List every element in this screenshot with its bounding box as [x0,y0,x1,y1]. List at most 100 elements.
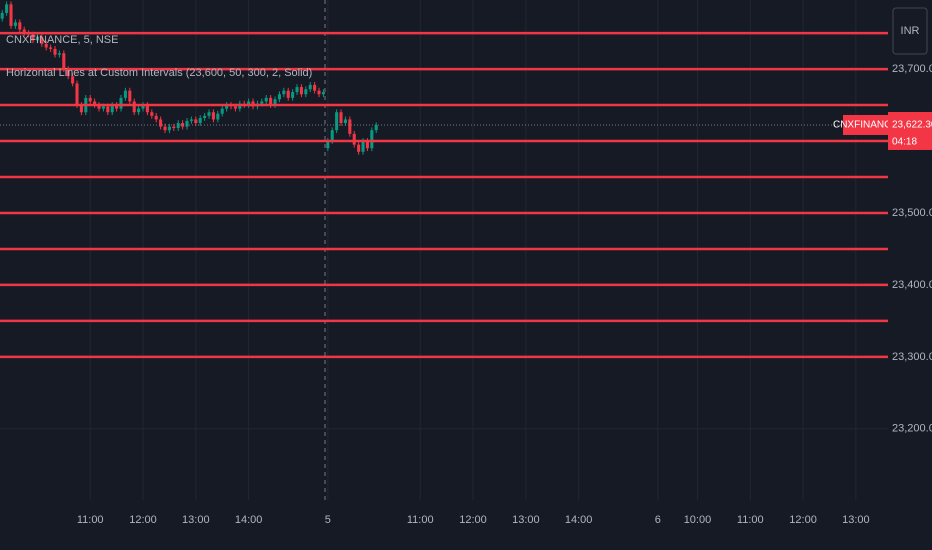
candle-body [110,105,114,113]
candle-body [49,47,53,49]
candle-body [352,133,356,145]
candle-body [167,126,171,131]
candle-body [150,112,154,116]
candle-body [128,90,132,102]
candle-body [247,101,251,106]
candle-body [304,89,308,95]
candle-body [145,105,149,113]
candle-body [62,53,66,70]
candle-body [18,22,22,30]
candle-body [5,4,9,13]
candle-body [189,119,193,121]
candle-body [269,97,273,106]
candle-body [198,118,202,124]
candle-body [299,87,303,95]
candle-body [75,83,79,106]
candle-body [9,4,13,26]
y-tick-label: 23,400.00 [892,279,932,291]
candle-body [203,115,207,119]
candle-body [317,90,321,95]
candle-body [295,87,299,93]
candle-body [330,130,334,142]
candle-body [225,105,229,109]
candle-body [286,90,290,98]
x-tick-label: 12:00 [789,514,817,526]
candle-body [13,22,17,26]
candle-body [216,113,220,120]
candle-body [207,112,211,116]
candle-body [163,126,167,131]
x-tick-label: 12:00 [129,514,157,526]
candle-body [101,106,105,109]
chart-title: CNXFINANCE, 5, NSE [6,34,118,46]
x-tick-label: 11:00 [407,514,434,526]
y-tick-label: 23,200.00 [892,423,932,435]
y-tick-label: 23,500.00 [892,207,932,219]
candle-body [172,126,176,129]
candle-body [31,34,35,41]
candle-body [194,119,198,124]
x-tick-label: 5 [325,514,331,526]
x-tick-label: 13:00 [842,514,870,526]
candle-body [66,69,70,77]
candle-body [159,119,163,127]
candle-body [339,112,343,124]
candle-body [361,141,365,152]
candle-body [291,92,295,98]
candle-body [44,43,48,48]
x-tick-label: 13:00 [512,514,540,526]
candle-body [71,76,75,84]
candle-body [40,36,44,44]
candle-body [97,105,101,109]
x-tick-label: 11:00 [77,514,104,526]
x-tick-label: 14:00 [565,514,593,526]
candle-body [53,48,57,55]
candle-body [343,119,347,124]
candle-body [233,106,237,109]
price-tag [888,111,932,150]
y-tick-label: 23,700.00 [892,63,932,75]
candle-body [79,105,83,113]
candle-body [273,99,277,106]
candle-body [0,12,4,19]
candle-body [137,108,141,113]
currency[interactable]: INR [901,25,920,37]
indicator-label: Horizontal Lines at Custom Intervals (23… [6,67,312,79]
countdown: 04:18 [892,137,917,148]
candle-body [22,29,26,34]
candle-body [141,105,145,109]
symbol-label: CNXFINANCE [833,120,898,131]
candle-body [348,119,352,134]
candle-body [181,123,185,127]
candle-body [57,53,61,55]
symbol-tag [843,114,888,135]
candle-body [220,108,224,114]
candle-body [370,130,374,149]
candle-body [357,144,361,152]
x-tick-label: 11:00 [737,514,764,526]
candle-body [326,141,330,149]
candle-body [106,106,110,113]
candle-body [277,94,281,100]
x-tick-label: 6 [655,514,661,526]
candle-body [374,124,378,131]
candle-body [211,112,215,120]
candle-body [154,115,158,120]
y-tick-label: 23,300.00 [892,351,932,363]
candle-body [93,101,97,106]
candle-body [308,84,312,90]
candle-body [35,36,39,41]
candle-body [119,97,123,109]
currency-box[interactable] [892,7,928,55]
candle-body [321,92,325,95]
x-tick-label: 14:00 [235,514,263,526]
candle-body [260,101,264,104]
candle-body [335,112,339,131]
x-tick-label: 10:00 [684,514,712,526]
candle-body [185,120,189,127]
x-tick-label: 12:00 [459,514,487,526]
candle-body [176,123,180,129]
candle-body [115,105,119,109]
